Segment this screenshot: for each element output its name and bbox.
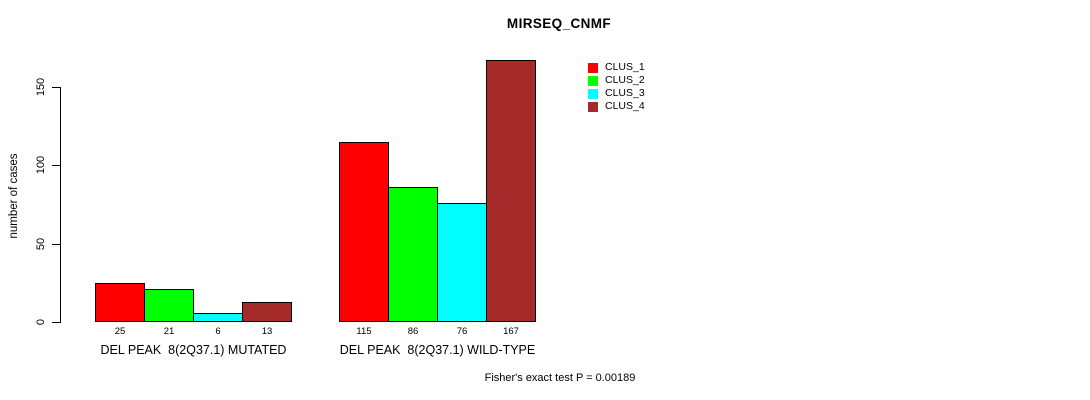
chart-title: MIRSEQ_CNMF	[506, 16, 612, 31]
y-tick-label: 100	[35, 155, 47, 175]
bar-clus_3	[193, 313, 243, 322]
bar-value-label: 167	[503, 326, 519, 337]
y-tick-label: 0	[35, 318, 47, 326]
bar-clus_2	[144, 289, 194, 322]
bar-value-label: 13	[261, 326, 273, 337]
bar-clus_2	[388, 187, 438, 322]
y-tick	[52, 322, 60, 323]
bar-value-label: 25	[114, 326, 126, 337]
y-tick	[52, 87, 60, 88]
category-label: DEL PEAK 8(2Q37.1) MUTATED	[100, 343, 287, 357]
bar-value-label: 86	[407, 326, 419, 337]
legend-label: CLUS_4	[605, 100, 645, 112]
legend-swatch-clus_4	[588, 102, 598, 112]
bar-clus_4	[486, 60, 536, 322]
legend-label: CLUS_1	[605, 61, 645, 73]
y-tick-label: 50	[35, 237, 47, 251]
bar-value-label: 115	[356, 326, 372, 337]
legend-label: CLUS_2	[605, 74, 645, 86]
bar-clus_4	[242, 302, 292, 322]
bar-value-label: 6	[215, 326, 221, 337]
bar-value-label: 21	[163, 326, 175, 337]
legend-label: CLUS_3	[605, 87, 645, 99]
y-axis-line	[60, 87, 61, 323]
legend-swatch-clus_1	[588, 63, 598, 73]
bar-clus_1	[95, 283, 145, 322]
y-axis-label: number of cases	[8, 153, 20, 239]
category-label: DEL PEAK 8(2Q37.1) WILD-TYPE	[339, 343, 536, 357]
legend-swatch-clus_3	[588, 89, 598, 99]
legend-swatch-clus_2	[588, 76, 598, 86]
y-tick	[52, 165, 60, 166]
bar-clus_3	[437, 203, 487, 322]
footnote: Fisher's exact test P = 0.00189	[484, 372, 636, 384]
bar-value-label: 76	[456, 326, 468, 337]
y-tick	[52, 244, 60, 245]
bar-clus_1	[339, 142, 389, 322]
y-tick-label: 150	[35, 77, 47, 97]
